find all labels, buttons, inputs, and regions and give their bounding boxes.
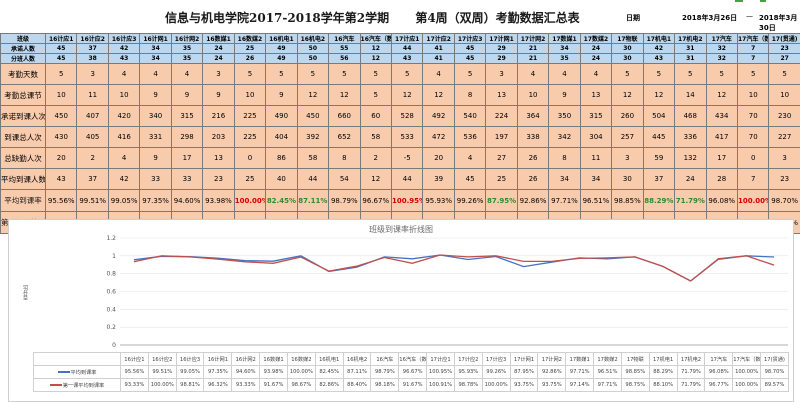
data-label: 93.75% xyxy=(538,379,566,392)
x-tick-label: 17数媒2 xyxy=(594,353,622,366)
x-tick-label: 17机电2 xyxy=(677,353,705,366)
data-label: 82.45% xyxy=(315,366,343,379)
data-label: 91.67% xyxy=(260,379,288,392)
data-label: 98.67% xyxy=(287,379,315,392)
data-label: 98.18% xyxy=(371,379,399,392)
data-label: 98.85% xyxy=(621,366,649,379)
data-label: 98.79% xyxy=(371,366,399,379)
y-tick-label: 0.2 xyxy=(106,324,116,331)
series-line-1 xyxy=(134,255,774,281)
x-tick-label: 17(贯通) xyxy=(761,353,789,366)
legend-swatch xyxy=(58,371,70,373)
y-tick-label: 0 xyxy=(112,342,116,349)
x-tick-label: 17计网2 xyxy=(538,353,566,366)
data-label: 88.29% xyxy=(649,366,677,379)
data-label: 100.95% xyxy=(427,366,455,379)
data-label: 97.14% xyxy=(566,379,594,392)
data-label: 71.79% xyxy=(677,379,705,392)
x-tick-label: 17汽车 xyxy=(705,353,733,366)
data-label: 87.11% xyxy=(343,366,371,379)
data-label: 88.40% xyxy=(343,379,371,392)
y-tick-label: 0.6 xyxy=(106,289,116,296)
x-tick-label: 16计应3 xyxy=(176,353,204,366)
data-label: 92.86% xyxy=(538,366,566,379)
data-label: 96.08% xyxy=(705,366,733,379)
data-label: 96.67% xyxy=(399,366,427,379)
x-tick-label: 17机电1 xyxy=(649,353,677,366)
data-label: 96.77% xyxy=(705,379,733,392)
x-tick-label: 17数媒1 xyxy=(566,353,594,366)
x-tick-label: 17物联 xyxy=(621,353,649,366)
x-tick-label: 16计应1 xyxy=(121,353,149,366)
legend-label: 第一课平均到课率 xyxy=(63,383,105,389)
data-label: 93.33% xyxy=(121,379,149,392)
data-label: 91.67% xyxy=(399,379,427,392)
legend-label: 平均到课率 xyxy=(71,370,97,376)
data-label: 97.71% xyxy=(566,366,594,379)
data-label: 99.05% xyxy=(176,366,204,379)
x-tick-label: 16机电2 xyxy=(343,353,371,366)
x-tick-label: 16数媒1 xyxy=(260,353,288,366)
data-label: 96.51% xyxy=(594,366,622,379)
x-tick-label: 17计应1 xyxy=(427,353,455,366)
data-label: 99.51% xyxy=(148,366,176,379)
data-label: 82.86% xyxy=(315,379,343,392)
blank-cell xyxy=(34,353,121,366)
data-label: 93.98% xyxy=(260,366,288,379)
y-tick-label: 1.2 xyxy=(106,235,116,242)
y-tick-label: 0.8 xyxy=(106,271,116,278)
data-label: 99.26% xyxy=(482,366,510,379)
data-label: 97.35% xyxy=(204,366,232,379)
data-label: 98.78% xyxy=(454,379,482,392)
legend-key-cell: 平均到课率 xyxy=(34,366,121,379)
data-label: 100.91% xyxy=(427,379,455,392)
x-tick-label: 16计应2 xyxy=(148,353,176,366)
data-label: 93.75% xyxy=(510,379,538,392)
data-label: 98.81% xyxy=(176,379,204,392)
y-tick-label: 0.4 xyxy=(106,306,116,313)
data-label: 98.75% xyxy=(621,379,649,392)
x-tick-label: 16数媒2 xyxy=(287,353,315,366)
x-tick-label: 16计网1 xyxy=(204,353,232,366)
data-label: 94.60% xyxy=(232,366,260,379)
data-label: 100.00% xyxy=(733,366,761,379)
data-label: 88.10% xyxy=(649,379,677,392)
data-label: 93.33% xyxy=(232,379,260,392)
x-tick-label: 17汽车（数维） xyxy=(733,353,761,366)
data-label: 95.56% xyxy=(121,366,149,379)
x-tick-label: 16汽车 xyxy=(371,353,399,366)
x-tick-label: 17计应2 xyxy=(454,353,482,366)
y-tick-label: 1 xyxy=(112,253,116,260)
data-label: 96.32% xyxy=(204,379,232,392)
data-label: 71.79% xyxy=(677,366,705,379)
x-tick-label: 17计网1 xyxy=(510,353,538,366)
x-tick-label: 17计应3 xyxy=(482,353,510,366)
data-label: 100.00% xyxy=(287,366,315,379)
x-tick-label: 16计网2 xyxy=(232,353,260,366)
x-tick-label: 16机电1 xyxy=(315,353,343,366)
legend-key-cell: 第一课平均到课率 xyxy=(34,379,121,392)
legend-swatch xyxy=(50,384,62,386)
data-label: 95.93% xyxy=(454,366,482,379)
data-label: 89.57% xyxy=(761,379,789,392)
chart-series-row: 平均到课率 95.56%99.51%99.05%97.35%94.60%93.98… xyxy=(34,366,789,379)
data-label: 98.70% xyxy=(761,366,789,379)
data-label: 100.00% xyxy=(482,379,510,392)
x-tick-label: 16汽车（数维） xyxy=(399,353,427,366)
data-label: 87.95% xyxy=(510,366,538,379)
data-label: 100.00% xyxy=(148,379,176,392)
data-label: 100.00% xyxy=(733,379,761,392)
data-label: 97.71% xyxy=(594,379,622,392)
